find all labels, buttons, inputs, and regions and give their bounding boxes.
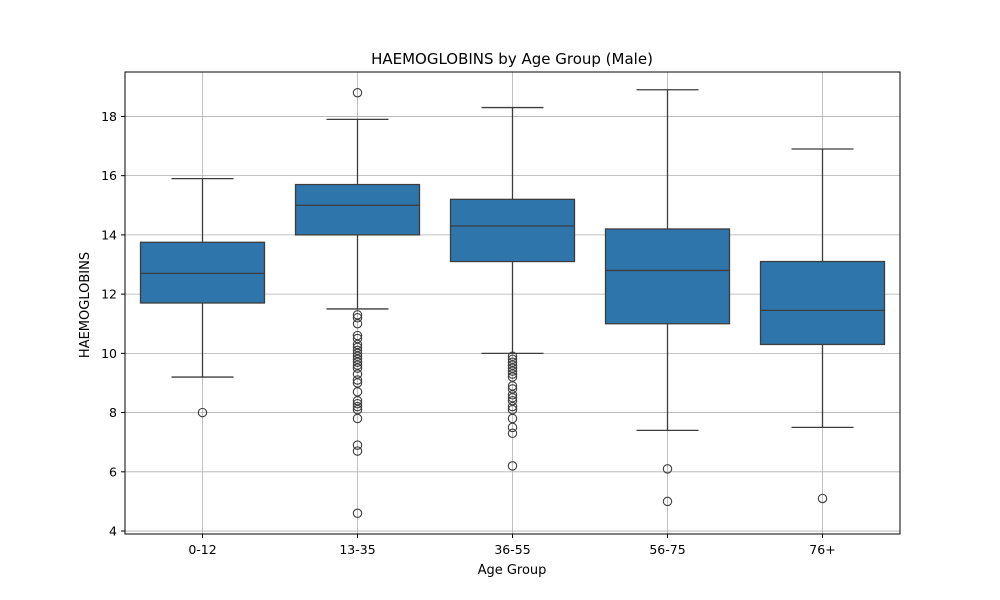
- chart-title: HAEMOGLOBINS by Age Group (Male): [371, 50, 653, 68]
- outlier-point: [352, 357, 363, 367]
- outlier-point: [507, 366, 518, 376]
- outlier-point: [352, 318, 363, 329]
- x-axis-label: Age Group: [478, 563, 547, 578]
- box-series: [139, 87, 886, 519]
- iqr-box: [139, 241, 266, 304]
- x-tick-label: 56-75: [649, 542, 685, 557]
- y-tick-label: 10: [101, 346, 117, 361]
- y-tick-label: 16: [101, 168, 117, 183]
- outlier-point: [662, 496, 673, 507]
- x-tick-label: 0-12: [188, 542, 216, 557]
- outlier-point: [507, 390, 518, 400]
- box-group-56-75: [604, 89, 731, 507]
- x-tick-label: 13-35: [339, 542, 375, 557]
- y-tick-label: 18: [101, 109, 117, 124]
- y-tick-label: 8: [109, 405, 117, 420]
- axes: 4 6 8 10 12 14 16 18 0-12 13-35 36-55 56-75 76+: [101, 109, 836, 557]
- x-tick-label: 76+: [809, 542, 835, 557]
- outlier-point: [352, 313, 363, 323]
- outlier-point: [507, 461, 518, 471]
- iqr-box: [604, 228, 731, 325]
- outlier-point: [507, 401, 518, 412]
- outlier-point: [352, 401, 363, 412]
- outlier-point: [197, 407, 208, 418]
- x-tick-label: 36-55: [494, 542, 530, 557]
- outlier-point: [352, 440, 363, 450]
- box-group-0-12: [139, 177, 266, 418]
- box-group-13-35: [294, 87, 421, 519]
- y-tick-label: 14: [101, 227, 117, 242]
- box-group-36-55: [449, 106, 576, 471]
- y-tick-label: 6: [109, 464, 117, 479]
- iqr-box: [294, 183, 421, 236]
- outlier-point: [352, 413, 363, 424]
- iqr-box: [759, 260, 886, 346]
- y-axis-label: HAEMOGLOBINS: [78, 252, 93, 358]
- outlier-point: [662, 464, 673, 474]
- outlier-point: [507, 369, 518, 379]
- outlier-point: [817, 493, 828, 504]
- iqr-box: [449, 198, 576, 263]
- y-tick-label: 4: [109, 524, 117, 539]
- outlier-point: [507, 428, 518, 439]
- outlier-point: [352, 375, 363, 385]
- outlier-point: [352, 87, 363, 98]
- outlier-point: [352, 363, 363, 373]
- outlier-point: [352, 398, 363, 409]
- y-tick-label: 12: [101, 287, 117, 302]
- box-group-76+: [759, 148, 886, 504]
- outlier-point: [352, 446, 363, 456]
- outlier-point: [507, 422, 518, 433]
- outlier-point: [352, 508, 363, 519]
